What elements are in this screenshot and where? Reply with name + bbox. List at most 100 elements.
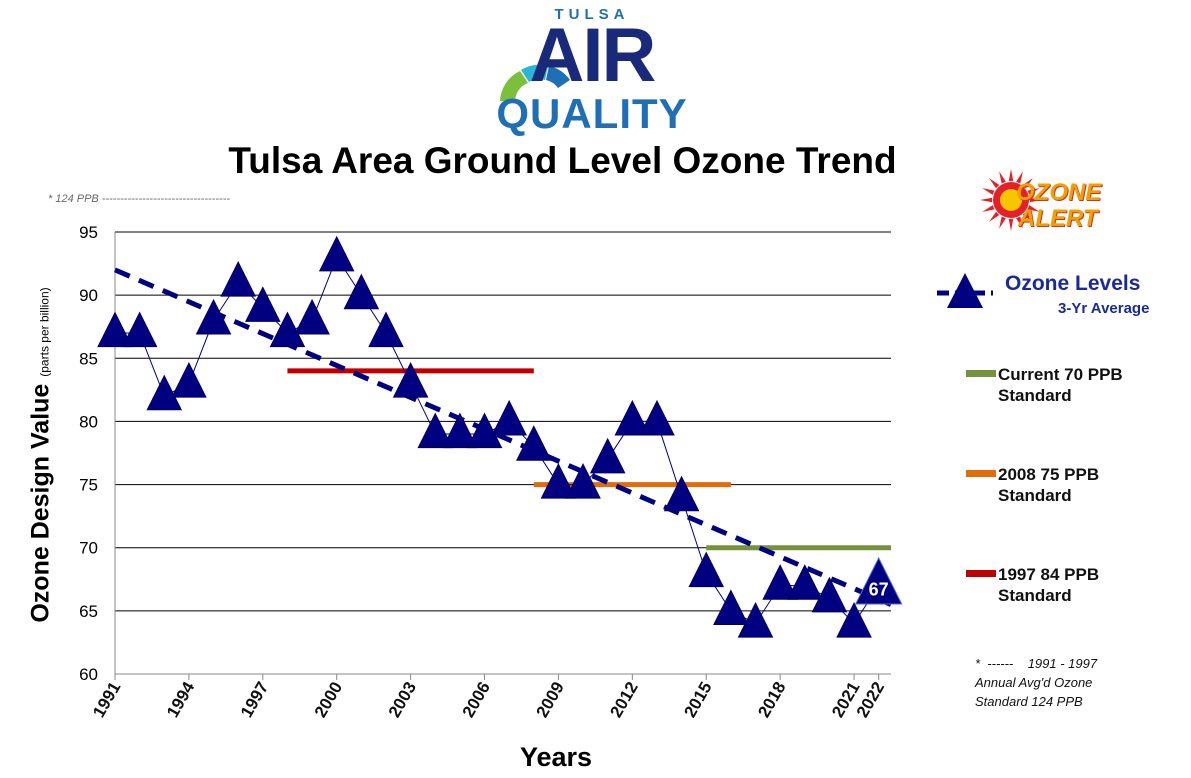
data-point: [540, 463, 577, 499]
data-point: [392, 362, 429, 398]
data-point: [121, 311, 158, 348]
footnote-right-line2: Annual Avg'd Ozone: [975, 675, 1093, 690]
x-tick-label: 2015: [680, 679, 715, 721]
sun-ray: [1022, 211, 1033, 222]
sun-ray: [989, 211, 1000, 222]
x-tick-label: 2000: [311, 679, 346, 721]
y-tick-label: 90: [79, 286, 98, 305]
axes: [114, 232, 891, 680]
footnote-right-line3: Standard 124 PPB: [975, 694, 1083, 709]
data-point: [195, 298, 232, 335]
y-tick-label: 75: [79, 476, 98, 495]
data-point: [343, 273, 380, 310]
x-tick-label: 2009: [533, 679, 568, 721]
sun-burst-icon: [980, 169, 1042, 231]
data-point: [97, 311, 133, 348]
y-tick-label: 60: [79, 665, 98, 684]
x-tick-label: 2012: [606, 679, 641, 721]
data-point: [220, 260, 256, 297]
legend-2008-75: 2008 75 PPB Standard: [998, 464, 1099, 506]
footnote-right-line1: * ------ 1991 - 1997: [975, 656, 1098, 671]
logo-small-text: TULSA: [554, 6, 630, 23]
y-tick-label: 95: [79, 223, 98, 242]
legend-1997-84-line2: Standard: [998, 586, 1072, 605]
x-tick-label: 1997: [237, 679, 272, 721]
legend-current-70-line1: Current 70 PPB: [998, 365, 1123, 384]
logo-gauge-icon: [500, 64, 570, 101]
ozone-alert-line2: ALERT: [1018, 205, 1098, 232]
ozone-series: 67: [97, 235, 903, 638]
legend-swatch-2008-75: [966, 470, 996, 477]
data-point: [663, 475, 700, 512]
data-point: [614, 399, 651, 436]
data-point: [368, 311, 404, 348]
data-point: [515, 425, 552, 461]
data-point: [737, 601, 774, 638]
legend-2008-75-line1: 2008 75 PPB: [998, 465, 1100, 484]
data-point: [688, 551, 725, 588]
chart-title: Tulsa Area Ground Level Ozone Trend: [228, 140, 897, 181]
data-point: [811, 576, 848, 613]
x-tick-label: 1991: [89, 679, 124, 721]
sun-ray: [1016, 171, 1023, 184]
sun-ray: [989, 178, 1000, 189]
data-point: [466, 412, 503, 449]
data-point: [565, 463, 601, 499]
y-tick-label: 65: [79, 602, 98, 621]
legend-ozone-label: Ozone Levels: [1005, 272, 1141, 295]
ozone-alert-badge: OZONE ALERT: [978, 165, 1128, 237]
data-point: [786, 564, 823, 600]
data-point: [294, 298, 330, 335]
legend-ozone-symbol: [937, 273, 993, 308]
sun-ray: [1022, 178, 1033, 189]
x-axis-label: Years: [519, 742, 593, 772]
data-point: [146, 374, 183, 411]
data-point: [318, 235, 355, 272]
footnote-top: * 124 PPB ------------------------------…: [48, 193, 231, 205]
data-point: [762, 564, 798, 600]
data-point: [491, 399, 527, 436]
trend-line-layer: [114, 267, 892, 607]
x-tick-label: 2003: [385, 679, 420, 721]
sun-ray: [1008, 169, 1014, 182]
sun-ray: [982, 188, 995, 195]
ozone-alert-line1: OZONE: [1016, 179, 1102, 206]
data-point: [442, 412, 478, 449]
x-tick-label: 1994: [163, 678, 199, 721]
data-point: [836, 601, 872, 638]
sun-ray: [1027, 205, 1040, 212]
y-tick-label: 85: [79, 349, 98, 368]
legend-1997-84-line1: 1997 84 PPB: [998, 565, 1100, 584]
data-point: [417, 412, 454, 449]
x-tick-label: 2022: [853, 679, 888, 721]
data-point: [171, 362, 207, 398]
sun-ray: [1016, 216, 1023, 229]
legend-current-70-line2: Standard: [998, 386, 1072, 405]
legend-swatch-1997-84: [966, 570, 996, 577]
sun-ray: [982, 205, 995, 212]
sun-ray: [1029, 197, 1042, 203]
tick-labels: 60 65 70 75 80 85 90 95 1991 1994 1997 2000 2003 2006…: [79, 223, 888, 721]
sun-ray: [999, 216, 1006, 229]
footnote-right: * ------ 1991 - 1997 Annual Avg'd Ozone …: [975, 654, 1097, 711]
logo-air-text: AIR: [529, 13, 657, 98]
tulsa-air-quality-logo: TULSA AIR QUALITY: [482, 6, 702, 138]
legend-1997-84: 1997 84 PPB Standard: [998, 564, 1099, 606]
data-point: [639, 399, 675, 436]
data-point: [713, 589, 749, 625]
x-tick-label: 2006: [459, 679, 494, 721]
data-point: [269, 311, 306, 348]
x-tick-label: 2018: [754, 679, 789, 721]
sun-ray: [1027, 188, 1040, 195]
y-tick-label: 80: [79, 412, 98, 431]
data-label: 67: [869, 580, 889, 600]
sun-ray: [1008, 218, 1014, 231]
trend-line: [114, 267, 892, 607]
y-tick-label: 70: [79, 539, 98, 558]
sun-ray: [999, 171, 1006, 184]
logo-quality-text: QUALITY: [496, 90, 688, 137]
legend-current-70: Current 70 PPB Standard: [998, 364, 1123, 406]
legend-2008-75-line2: Standard: [998, 486, 1072, 505]
legend-ozone-sublabel: 3-Yr Average: [1058, 300, 1150, 317]
